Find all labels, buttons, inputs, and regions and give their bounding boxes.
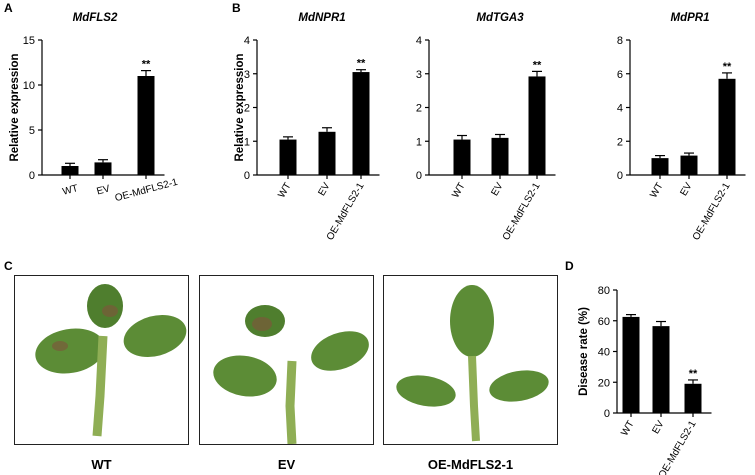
y-tick-label: 4 bbox=[244, 35, 250, 47]
bar bbox=[622, 316, 640, 413]
x-tick-label: WT bbox=[450, 181, 467, 200]
bar bbox=[61, 166, 79, 175]
x-tick-label: EV bbox=[96, 183, 112, 197]
x-tick-label: OE-MdFLS2-1 bbox=[325, 181, 367, 243]
y-tick-label: 1 bbox=[244, 136, 250, 148]
y-tick-label: 6 bbox=[617, 69, 623, 81]
x-tick-label: OE-MdFLS2-1 bbox=[501, 181, 543, 243]
panel-label-c: C bbox=[4, 259, 13, 273]
oe-seedling-image bbox=[396, 285, 549, 442]
y-axis-label: Disease rate (%) bbox=[578, 307, 590, 396]
bar bbox=[680, 155, 698, 175]
bar bbox=[137, 76, 155, 175]
photo-oe bbox=[383, 275, 558, 445]
x-tick-label: OE-MdFLS2-1 bbox=[691, 181, 733, 243]
chart-title: MdFLS2 bbox=[73, 12, 118, 24]
x-tick-label: WT bbox=[276, 181, 293, 200]
photo-wt bbox=[14, 275, 189, 445]
bar bbox=[94, 162, 112, 175]
chart-title: MdPR1 bbox=[671, 12, 710, 24]
bar bbox=[318, 131, 336, 175]
y-tick-label: 20 bbox=[598, 377, 610, 389]
significance-label: ** bbox=[689, 368, 698, 380]
y-tick-label: 10 bbox=[23, 80, 35, 92]
panel-label-a: A bbox=[4, 1, 13, 15]
bar bbox=[718, 78, 736, 175]
x-tick-label: EV bbox=[650, 419, 666, 436]
y-tick-label: 5 bbox=[29, 125, 35, 137]
x-tick-label: WT bbox=[619, 419, 636, 438]
y-tick-label: 0 bbox=[617, 170, 623, 182]
y-tick-label: 0 bbox=[604, 408, 610, 420]
y-tick-label: 3 bbox=[244, 69, 250, 81]
wt-seedling-image bbox=[35, 284, 187, 437]
y-tick-label: 2 bbox=[617, 136, 623, 148]
y-tick-label: 0 bbox=[29, 170, 35, 182]
y-tick-label: 80 bbox=[598, 285, 610, 297]
significance-label: ** bbox=[142, 59, 151, 71]
y-tick-label: 4 bbox=[416, 35, 422, 47]
bar bbox=[491, 137, 509, 175]
y-tick-label: 2 bbox=[244, 103, 250, 115]
x-tick-label: EV bbox=[316, 181, 332, 198]
y-tick-label: 15 bbox=[23, 35, 35, 47]
chart-mdnpr1: 0 1 2 3 4 WT EV ** OE-MdFLS2-1 MdNPR1 Relative exp… bbox=[234, 12, 380, 243]
significance-label: ** bbox=[357, 58, 366, 70]
y-tick-label: 1 bbox=[416, 136, 422, 148]
x-tick-label: OE-MdFLS2-1 bbox=[114, 177, 180, 204]
y-tick-label: 40 bbox=[598, 347, 610, 359]
x-tick-label: EV bbox=[489, 181, 505, 198]
y-tick-label: 8 bbox=[617, 35, 623, 47]
bar bbox=[279, 139, 297, 175]
chart-title: MdTGA3 bbox=[476, 12, 524, 24]
y-axis-label: Relative expression bbox=[9, 53, 21, 161]
bar bbox=[352, 72, 370, 175]
photo-label-oe: OE-MdFLS2-1 bbox=[427, 457, 514, 472]
panel-label-b: B bbox=[232, 1, 241, 15]
x-tick-label: EV bbox=[678, 181, 694, 198]
photo-label-wt: WT bbox=[91, 457, 112, 472]
y-tick-label: 0 bbox=[416, 170, 422, 182]
bar bbox=[453, 139, 471, 175]
chart-title: MdNPR1 bbox=[298, 12, 345, 24]
photo-label-ev: EV bbox=[277, 457, 296, 472]
panel-label-d: D bbox=[565, 259, 574, 273]
x-tick-label: WT bbox=[648, 181, 665, 200]
y-tick-label: 60 bbox=[598, 316, 610, 328]
bar bbox=[652, 326, 670, 413]
photo-ev bbox=[199, 275, 374, 445]
ev-seedling-image bbox=[213, 305, 369, 444]
chart-mdtga3: 0 1 2 3 4 WT EV ** OE-MdFLS2-1 MdTGA3 bbox=[416, 12, 556, 243]
bar bbox=[528, 76, 546, 175]
y-axis-label: Relative expression bbox=[234, 53, 246, 161]
y-tick-label: 4 bbox=[617, 103, 623, 115]
significance-label: ** bbox=[723, 61, 732, 73]
bar bbox=[684, 383, 702, 413]
chart-mdfls2: 0 5 10 15 WT EV ** OE-MdFLS2-1 MdFLS2 Relative ex… bbox=[9, 12, 180, 204]
y-tick-label: 0 bbox=[244, 170, 250, 182]
chart-mdpr1: 0 2 4 6 8 WT EV ** OE-MdFLS2-1 MdPR1 bbox=[617, 12, 746, 243]
y-tick-label: 2 bbox=[416, 103, 422, 115]
bar bbox=[651, 158, 669, 175]
x-tick-label: WT bbox=[61, 183, 79, 198]
significance-label: ** bbox=[533, 59, 542, 71]
y-tick-label: 3 bbox=[416, 69, 422, 81]
